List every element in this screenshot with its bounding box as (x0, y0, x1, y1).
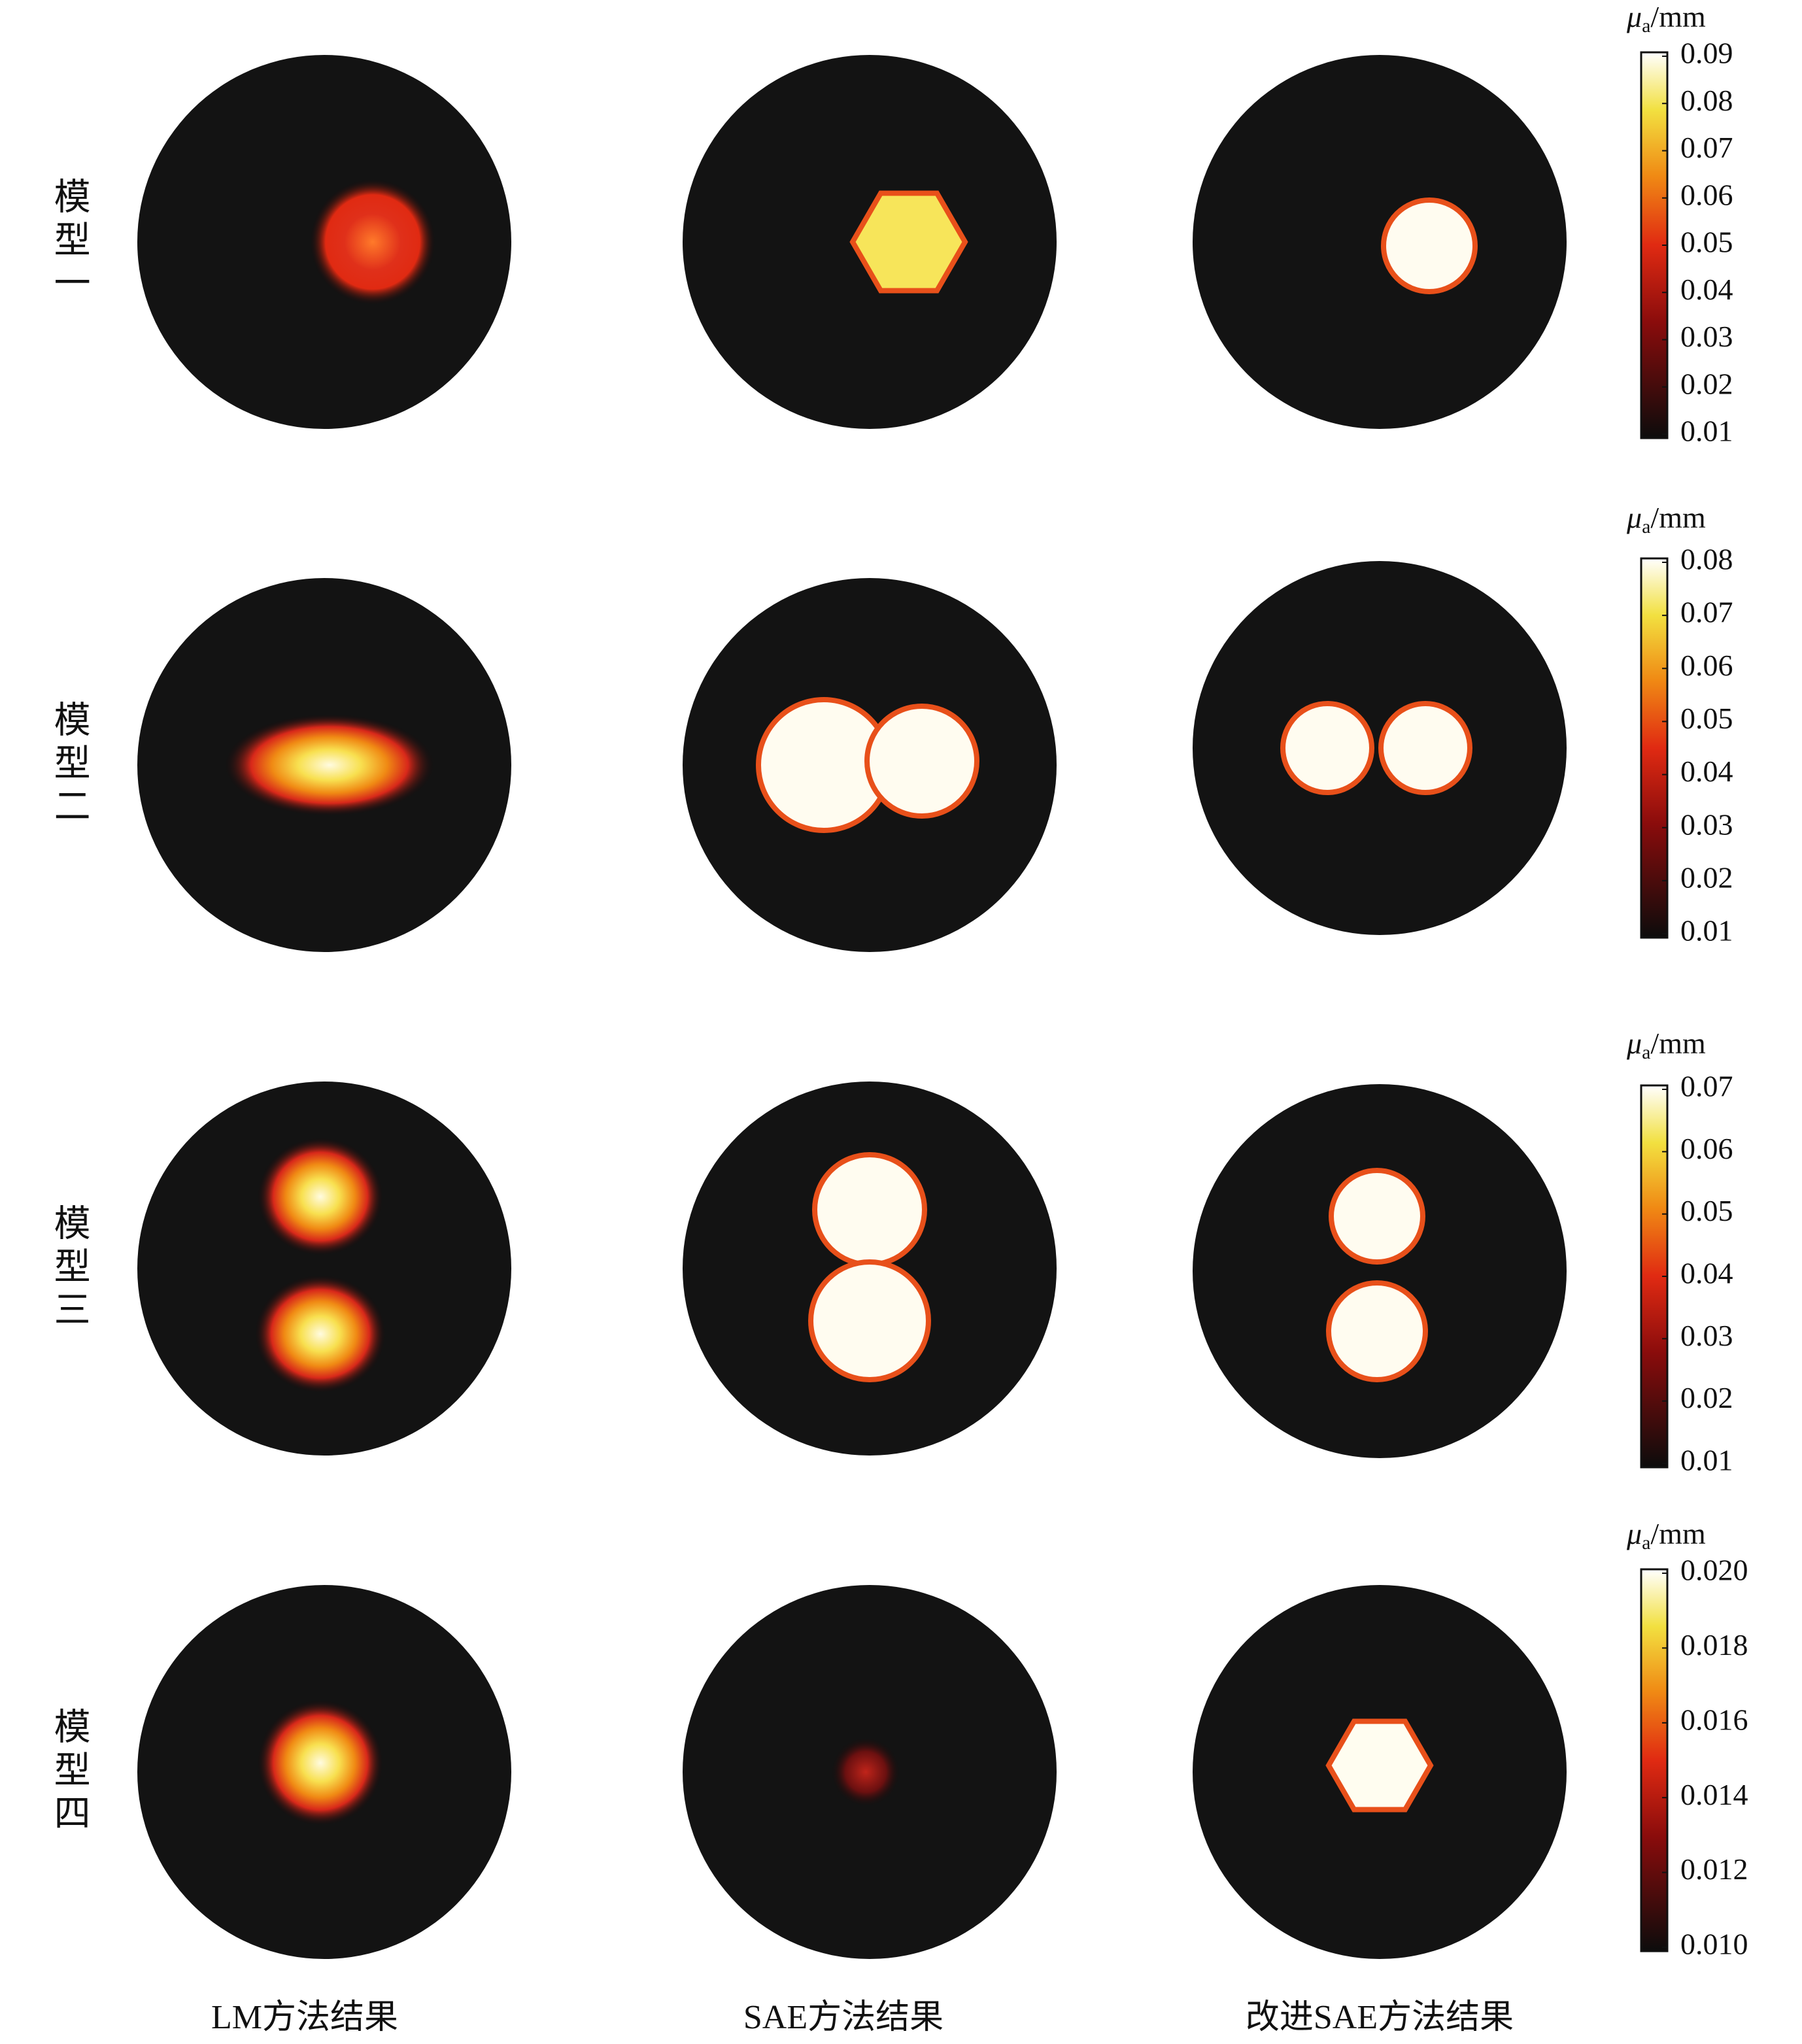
colorbar (1640, 1568, 1669, 1952)
row-label: 模型二 (48, 700, 90, 830)
unit-symbol: μ (1626, 0, 1642, 33)
colorbar-unit: μa/mm (1626, 0, 1706, 37)
colorbar-unit: μa/mm (1626, 501, 1706, 537)
reconstruction-blob (812, 1152, 927, 1267)
unit-subscript: a (1642, 516, 1650, 537)
reconstruction-blob (1329, 1168, 1425, 1265)
colorbar-unit: μa/mm (1626, 1027, 1706, 1063)
colorbar-tick-label: 0.08 (1680, 543, 1733, 576)
row-label: 模型三 (48, 1204, 90, 1333)
colorbar-tick-label: 0.02 (1680, 367, 1733, 400)
colorbar-tick-label: 0.04 (1680, 1257, 1733, 1290)
reconstruction-blob (832, 1738, 900, 1806)
unit-text: /mm (1650, 1027, 1706, 1060)
colorbar-tick-label: 0.018 (1680, 1628, 1748, 1661)
colorbar-tick-label: 0.014 (1680, 1778, 1748, 1811)
colorbar-tick-label: 0.02 (1680, 860, 1733, 894)
colorbar-tick-label: 0.06 (1680, 649, 1733, 682)
column-label: 改进SAE方法结果 (1246, 1999, 1514, 2036)
colorbar-tick-label: 0.012 (1680, 1852, 1748, 1886)
colorbar-tick-label: 0.016 (1680, 1703, 1748, 1736)
row-label: 模型一 (48, 177, 90, 307)
unit-subscript: a (1642, 1042, 1650, 1063)
colorbar-tick-label: 0.06 (1680, 178, 1733, 211)
reconstruction-disc (137, 1082, 511, 1456)
colorbar (1640, 557, 1669, 939)
reconstruction-blob (310, 179, 435, 305)
unit-text: /mm (1650, 501, 1706, 534)
colorbar-tick-label: 0.04 (1680, 755, 1733, 788)
colorbar-tick-label: 0.05 (1680, 226, 1733, 259)
colorbar-tick-label: 0.06 (1680, 1132, 1733, 1165)
colorbar-tick-label: 0.07 (1680, 1070, 1733, 1103)
colorbar-tick-label: 0.08 (1680, 84, 1733, 117)
reconstruction-blob (258, 1700, 383, 1826)
row-label: 模型四 (48, 1707, 90, 1837)
colorbar-tick-label: 0.09 (1680, 37, 1733, 70)
reconstruction-disc (1193, 1084, 1567, 1458)
colorbar-tick-label: 0.01 (1680, 415, 1733, 448)
colorbar-tick-label: 0.01 (1680, 914, 1733, 947)
colorbar-tick-label: 0.05 (1680, 1194, 1733, 1227)
reconstruction-blob (258, 1138, 383, 1255)
reconstruction-disc (1193, 55, 1567, 429)
column-label: SAE方法结果 (743, 1999, 944, 2036)
unit-symbol: μ (1626, 501, 1642, 534)
reconstruction-blob (1280, 701, 1374, 795)
reconstruction-blob (225, 714, 434, 816)
unit-symbol: μ (1626, 1027, 1642, 1060)
colorbar-tick-label: 0.07 (1680, 596, 1733, 629)
unit-subscript: a (1642, 1532, 1650, 1554)
unit-text: /mm (1650, 1517, 1706, 1550)
colorbar-tick-label: 0.05 (1680, 702, 1733, 735)
colorbar-tick-label: 0.07 (1680, 131, 1733, 164)
colorbar-unit: μa/mm (1626, 1517, 1706, 1554)
reconstruction-blob (1378, 701, 1472, 795)
colorbar-tick-label: 0.03 (1680, 808, 1733, 841)
reconstruction-blob (864, 704, 979, 819)
colorbar-tick-label: 0.020 (1680, 1554, 1748, 1587)
colorbar-tick-label: 0.03 (1680, 320, 1733, 353)
reconstruction-blob (1381, 197, 1478, 294)
reconstruction-blob (255, 1275, 386, 1393)
reconstruction-blob (1326, 1280, 1428, 1382)
colorbar-tick-label: 0.01 (1680, 1444, 1733, 1477)
unit-symbol: μ (1626, 1517, 1642, 1550)
reconstruction-blob (808, 1259, 931, 1382)
unit-text: /mm (1650, 0, 1706, 33)
unit-subscript: a (1642, 15, 1650, 37)
column-label: LM方法结果 (211, 1999, 398, 2036)
reconstruction-blob (1325, 1718, 1434, 1813)
colorbar-tick-label: 0.03 (1680, 1319, 1733, 1352)
colorbar-tick-label: 0.04 (1680, 273, 1733, 306)
colorbar-tick-label: 0.010 (1680, 1928, 1748, 1961)
colorbar-tick-label: 0.02 (1680, 1381, 1733, 1414)
reconstruction-blob (849, 190, 968, 294)
